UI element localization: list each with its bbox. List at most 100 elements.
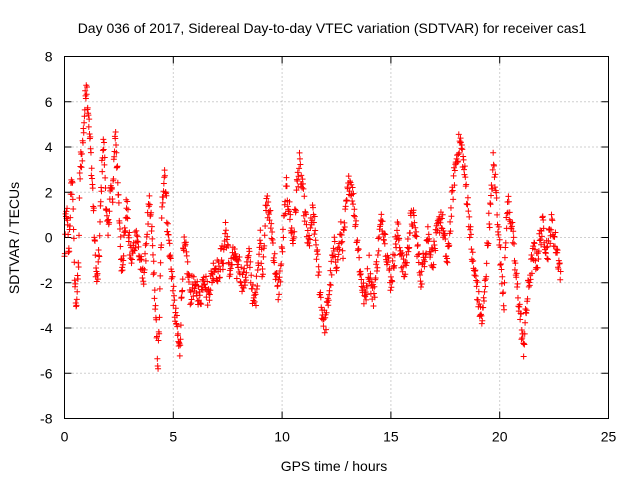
data-point: [115, 199, 122, 206]
data-point: [469, 258, 476, 265]
data-point: [79, 139, 86, 146]
data-point: [151, 287, 158, 294]
data-point: [349, 198, 356, 205]
data-point: [149, 251, 156, 258]
data-point: [509, 239, 516, 246]
data-point: [64, 205, 71, 212]
data-point: [91, 237, 98, 244]
y-tick-label: 0: [45, 230, 53, 246]
data-point: [372, 275, 379, 282]
data-point: [275, 296, 282, 303]
data-point: [338, 239, 345, 246]
data-point: [174, 323, 181, 330]
y-tick-label: -6: [40, 365, 53, 381]
data-point: [264, 192, 271, 199]
data-point: [204, 278, 211, 285]
data-point: [75, 263, 82, 270]
x-axis-label: GPS time / hours: [281, 458, 388, 474]
data-point: [335, 251, 342, 258]
data-point: [279, 248, 286, 255]
data-point: [424, 223, 431, 230]
data-point: [95, 247, 102, 254]
data-point: [438, 215, 445, 222]
data-point: [266, 217, 273, 224]
data-point: [495, 223, 502, 230]
data-point: [460, 156, 467, 163]
data-point: [389, 257, 396, 264]
x-tick-label: 20: [492, 429, 508, 445]
data-point: [88, 165, 95, 172]
data-point: [487, 201, 494, 208]
data-point: [349, 184, 356, 191]
data-point: [301, 193, 308, 200]
data-point: [176, 352, 183, 359]
data-point: [483, 273, 490, 280]
data-point: [481, 297, 488, 304]
data-point: [496, 236, 503, 243]
data-point: [156, 330, 163, 337]
data-point: [283, 174, 290, 181]
data-point: [276, 274, 283, 281]
data-point: [509, 219, 516, 226]
data-point: [370, 290, 377, 297]
data-point: [455, 151, 462, 158]
data-point: [191, 285, 198, 292]
data-point: [345, 173, 352, 180]
data-point: [112, 128, 119, 135]
data-point: [239, 288, 246, 295]
data-point: [492, 171, 499, 178]
data-point: [83, 91, 90, 98]
data-point: [356, 254, 363, 261]
data-point: [111, 153, 118, 160]
data-point: [466, 234, 473, 241]
data-point: [491, 162, 498, 169]
data-point: [400, 263, 407, 270]
data-point: [448, 213, 455, 220]
data-point: [402, 271, 409, 278]
data-point: [114, 179, 121, 186]
data-point: [313, 241, 320, 248]
data-point: [370, 303, 377, 310]
data-point: [68, 191, 75, 198]
data-point: [355, 246, 362, 253]
data-point: [549, 217, 556, 224]
data-point: [161, 172, 168, 179]
data-point: [71, 277, 78, 284]
data-point: [520, 340, 527, 347]
data-point: [271, 250, 278, 257]
data-point: [149, 235, 156, 242]
data-point: [381, 230, 388, 237]
data-point: [280, 234, 287, 241]
data-point: [379, 218, 386, 225]
data-point: [73, 302, 80, 309]
data-point: [296, 165, 303, 172]
data-point: [149, 242, 156, 249]
data-point: [540, 217, 547, 224]
data-point: [177, 322, 184, 329]
data-point: [353, 217, 360, 224]
data-point: [396, 235, 403, 242]
data-point: [138, 256, 145, 263]
data-point: [283, 183, 290, 190]
data-point: [242, 282, 249, 289]
data-point: [166, 240, 173, 247]
data-point: [528, 270, 535, 277]
data-point: [256, 251, 263, 258]
data-point: [498, 266, 505, 273]
data-point: [343, 197, 350, 204]
data-point: [457, 139, 464, 146]
data-point: [299, 184, 306, 191]
data-point: [227, 271, 234, 278]
data-point: [185, 271, 192, 278]
data-point: [170, 302, 177, 309]
data-point: [74, 288, 81, 295]
data-point: [249, 281, 256, 288]
data-point: [523, 307, 530, 314]
data-point: [109, 199, 116, 206]
data-point: [152, 302, 159, 309]
data-point: [153, 316, 160, 323]
data-point: [235, 257, 242, 264]
data-point: [96, 232, 103, 239]
data-point: [534, 264, 541, 271]
